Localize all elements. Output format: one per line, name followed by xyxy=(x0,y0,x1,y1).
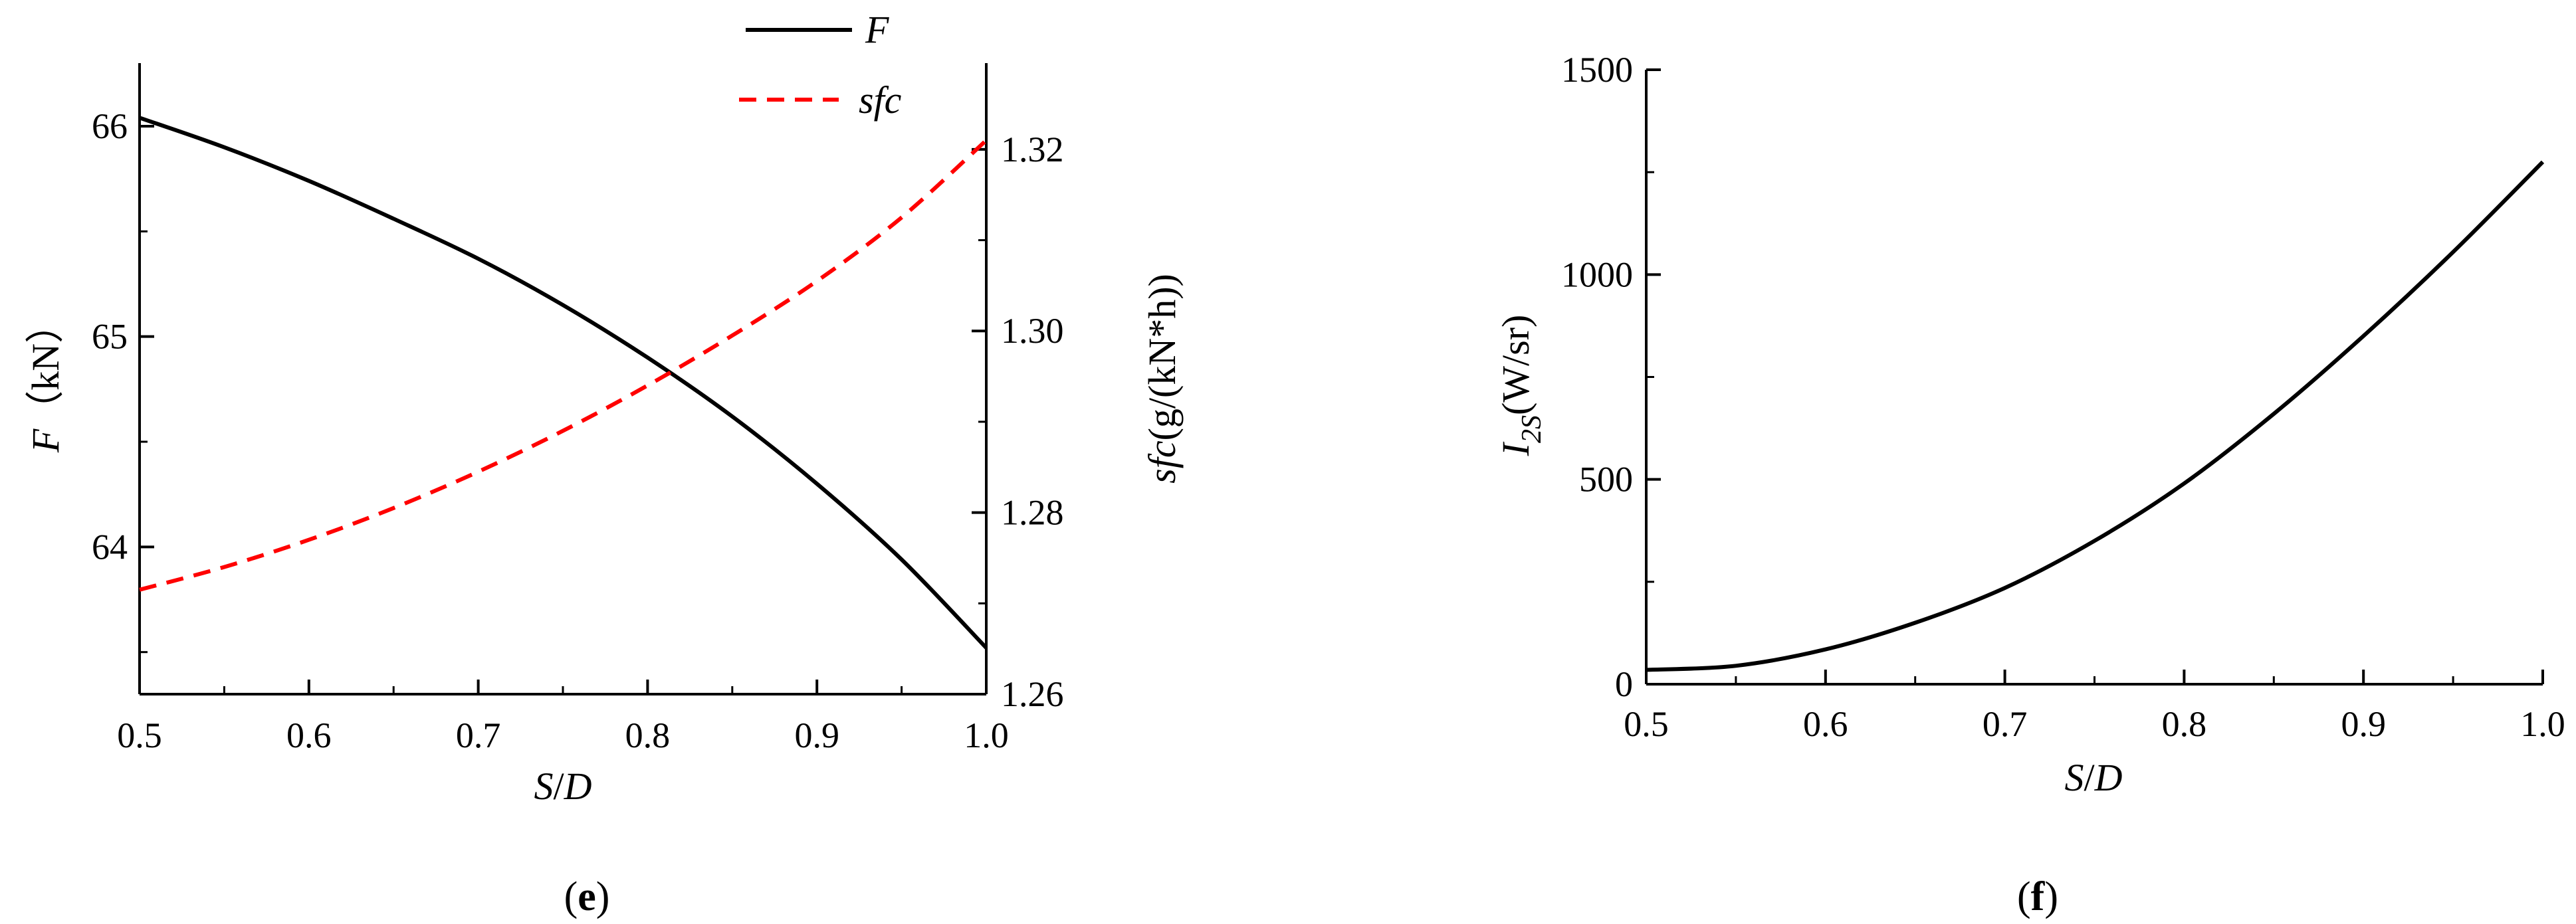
chart-e-y-left-label: F（kN） xyxy=(24,305,67,453)
chart-e-y-right-tick-label: 1.26 xyxy=(1001,674,1064,714)
chart-f-y-tick-label: 500 xyxy=(1579,460,1633,500)
chart-e-x-label: S/D xyxy=(534,765,591,808)
panel-label-e: (e) xyxy=(564,874,610,919)
chart-f-ticks: 0.5 0.6 0.7 0.8 0.9 1.0 0 500 1000 1500 xyxy=(1561,50,2565,744)
chart-f-x-tick-label: 0.9 xyxy=(2341,704,2386,744)
panel-label-f: (f) xyxy=(2017,874,2058,919)
chart-e-x-tick-label: 0.7 xyxy=(456,715,501,755)
chart-f-series xyxy=(1646,160,2545,672)
chart-e-series xyxy=(139,116,988,650)
chart-f-y-label: I2S(W/sr) xyxy=(1494,315,1547,457)
chart-e-ticks: 0.5 0.6 0.7 0.8 0.9 1.0 64 65 66 1.26 1.28 1.30 1.32 xyxy=(92,106,1064,755)
chart-e-y-left-tick-label: 64 xyxy=(92,527,128,567)
chart-e-y-left-tick-label: 66 xyxy=(92,106,128,146)
chart-f-x-label: S/D xyxy=(2064,756,2122,799)
chart-f-y-tick-label: 1000 xyxy=(1561,254,1633,294)
chart-f-x-tick-label: 0.5 xyxy=(1624,704,1669,744)
chart-e-y-right-tick-label: 1.30 xyxy=(1001,311,1064,351)
chart-e-y-right-label: sfc(g/(kN*h)) xyxy=(1140,274,1184,484)
chart-e-x-tick-label: 0.9 xyxy=(794,715,839,755)
chart-f-x-tick-label: 0.7 xyxy=(1983,704,2028,744)
chart-f-x-tick-label: 0.6 xyxy=(1803,704,1848,744)
chart-e-y-right-tick-label: 1.28 xyxy=(1001,493,1064,533)
chart-f-x-tick-label: 0.8 xyxy=(2162,704,2207,744)
chart-e-x-tick-label: 0.8 xyxy=(625,715,671,755)
chart-f-y-tick-label: 0 xyxy=(1615,664,1633,704)
chart-e-y-left-tick-label: 65 xyxy=(92,317,128,357)
chart-f-x-tick-label: 1.0 xyxy=(2520,704,2565,744)
series-line-sfc xyxy=(139,138,988,592)
chart-e-y-right-tick-label: 1.32 xyxy=(1001,130,1064,169)
series-line-f xyxy=(139,116,988,650)
chart-e: 0.5 0.6 0.7 0.8 0.9 1.0 64 65 66 1.26 1.28 1.30 1.32… xyxy=(24,8,1184,919)
legend-label-f: F xyxy=(865,8,889,51)
chart-e-x-tick-label: 1.0 xyxy=(964,715,1009,755)
legend-label-sfc: sfc xyxy=(859,78,902,122)
chart-e-x-tick-label: 0.5 xyxy=(117,715,162,755)
chart-e-x-tick-label: 0.6 xyxy=(286,715,332,755)
chart-e-legend: F sfc xyxy=(739,8,902,122)
chart-f: 0.5 0.6 0.7 0.8 0.9 1.0 0 500 1000 1500 S/D I2S(W… xyxy=(1494,50,2565,919)
chart-f-y-tick-label: 1500 xyxy=(1561,50,1633,90)
series-line-i2s xyxy=(1646,160,2545,672)
